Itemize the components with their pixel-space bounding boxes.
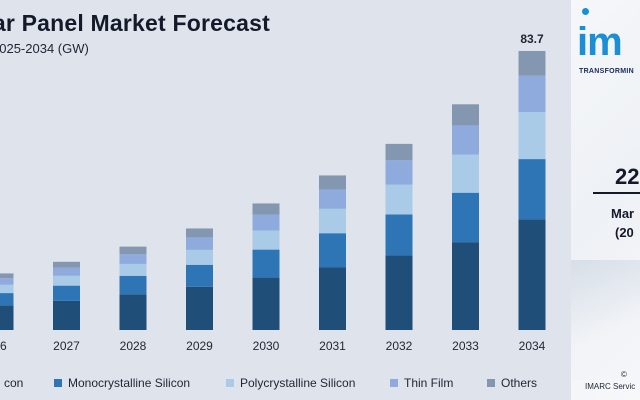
- bar-segment-2029-3: [186, 249, 213, 265]
- bar-segment-26-5: [0, 273, 14, 279]
- bar-segment-2032-2: [385, 214, 413, 256]
- bar-segment-2027-2: [53, 285, 80, 301]
- logo-dot-icon: [582, 8, 589, 15]
- bar-segment-2027-3: [53, 275, 80, 286]
- bar-segment-2030-2: [252, 249, 280, 278]
- bar-segment-2033-3: [452, 154, 479, 193]
- bar-segment-2032-5: [385, 143, 413, 161]
- legend-swatch-4: [390, 379, 398, 387]
- bar-segment-2031-3: [319, 208, 346, 234]
- x-tick-label-2029: 2029: [186, 339, 213, 353]
- bar-segment-2032-1: [385, 255, 413, 330]
- bar-segment-2027-4: [53, 267, 80, 276]
- bar-segment-2029-1: [186, 286, 213, 330]
- legend-swatch-3: [226, 379, 234, 387]
- bar-segment-2030-4: [252, 214, 280, 231]
- bar-segment-2034-2: [518, 159, 546, 220]
- bar-segment-2029-5: [186, 228, 213, 238]
- x-tick-label-2033: 2033: [452, 339, 479, 353]
- legend-label-5: Others: [501, 376, 538, 390]
- decorative-panel-image: [571, 260, 640, 380]
- bar-segment-2034-3: [518, 112, 546, 160]
- legend-swatch-5: [487, 379, 495, 387]
- bar-segment-26-4: [0, 278, 14, 285]
- bar-segment-2030-3: [252, 230, 280, 250]
- bar-segment-2028-4: [119, 254, 147, 264]
- stacked-bar-chart: 26 2027 2028 2029 2030 2031 2032 2033 2034 83.7: [0, 32, 546, 353]
- chart-legend: con Monocrystalline Silicon Polycrystall…: [0, 372, 571, 396]
- bar-segment-2030-5: [252, 203, 280, 215]
- chart-title: olar Panel Market Forecast: [0, 10, 270, 36]
- x-tick-label-2028: 2028: [120, 339, 147, 353]
- legend-item-5: Others: [487, 376, 537, 390]
- bar-segment-2028-2: [119, 275, 147, 295]
- market-stat-label: Mar: [611, 206, 635, 221]
- legend-label-1: con: [4, 376, 24, 390]
- bar-segment-2027-5: [53, 261, 80, 268]
- legend-item-4: Thin Film: [390, 376, 453, 390]
- x-tick-label-2032: 2032: [386, 339, 413, 353]
- bar-segment-2033-1: [452, 242, 479, 330]
- bar-segment-26-2: [0, 293, 14, 306]
- bar-segment-2029-4: [186, 237, 213, 250]
- x-tick-label-2034: 2034: [519, 339, 546, 353]
- chart-subtitle: 2025-2034 (GW): [0, 41, 89, 56]
- bar-segment-2034-5: [518, 50, 546, 76]
- copyright-mark: ©: [621, 370, 627, 379]
- legend-swatch-2: [54, 379, 62, 387]
- bar-segment-26-3: [0, 284, 14, 294]
- market-stat-value: 22: [615, 164, 640, 189]
- bar-segment-2034-4: [518, 75, 546, 113]
- x-tick-label-2030: 2030: [253, 339, 280, 353]
- bar-segment-2030-1: [252, 277, 280, 330]
- bar-segment-2031-2: [319, 233, 346, 268]
- bar-segment-2031-4: [319, 189, 346, 209]
- legend-item-1: con: [0, 376, 23, 390]
- brand-logo: im: [577, 20, 623, 64]
- bar-segment-2033-4: [452, 125, 479, 155]
- bar-segment-2033-5: [452, 104, 479, 126]
- legend-item-2: Monocrystalline Silicon: [54, 376, 190, 390]
- bar-segment-2031-1: [319, 267, 346, 330]
- x-tick-label-2031: 2031: [319, 339, 346, 353]
- legend-label-3: Polycrystalline Silicon: [240, 376, 356, 390]
- x-tick-label-26: 26: [0, 339, 7, 353]
- x-tick-label-2027: 2027: [53, 339, 80, 353]
- bar-segment-2032-3: [385, 184, 413, 215]
- stat-divider: [593, 192, 640, 194]
- legend-label-2: Monocrystalline Silicon: [68, 376, 191, 390]
- brand-tagline: TRANSFORMIN: [579, 68, 635, 75]
- footer-brand: IMARC Servic: [585, 382, 636, 391]
- bar-segment-2031-5: [319, 175, 346, 190]
- bar-segment-2027-1: [53, 300, 80, 330]
- bar-segment-2032-4: [385, 160, 413, 185]
- bar-segment-2028-3: [119, 263, 147, 276]
- legend-label-4: Thin Film: [404, 376, 454, 390]
- bar-segment-2034-1: [518, 219, 546, 330]
- market-stat-year: (20: [615, 225, 634, 240]
- bar-segment-2033-2: [452, 192, 479, 243]
- sidebar-panel: im TRANSFORMIN 22 Mar (20 © IMARC Servic: [571, 0, 640, 400]
- bar-segment-2028-1: [119, 294, 147, 330]
- total-label-2034: 83.7: [520, 32, 544, 46]
- legend-item-3: Polycrystalline Silicon: [226, 376, 355, 390]
- bar-segment-2029-2: [186, 264, 213, 287]
- bar-segment-26-1: [0, 305, 14, 330]
- bar-segment-2028-5: [119, 246, 147, 255]
